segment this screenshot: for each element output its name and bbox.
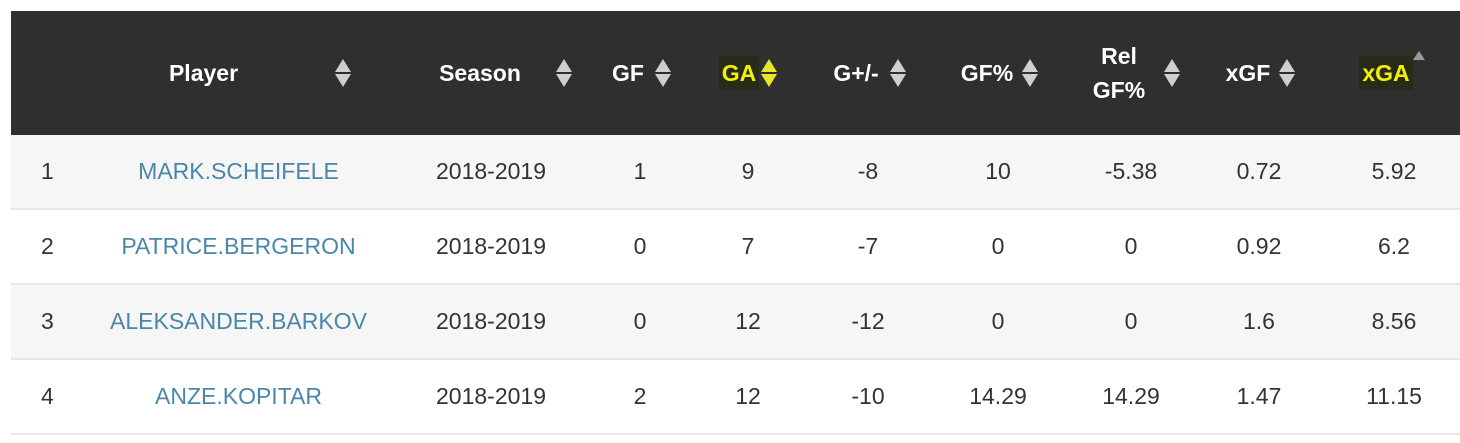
cell-season: 2018-2019 (436, 233, 546, 259)
sort-arrows-icon[interactable] (1279, 57, 1296, 89)
cell-gpm: -8 (857, 158, 879, 184)
player-stats-table: Player Season GF GA G+/- GF% (11, 11, 1460, 435)
cell-ga: 12 (735, 308, 761, 334)
cell-xgf: 0.92 (1236, 233, 1282, 259)
sort-arrows-icon[interactable] (1164, 57, 1180, 89)
header-gf-pct[interactable]: GF% (924, 11, 1072, 135)
sort-arrows-icon[interactable] (555, 57, 572, 89)
cell-ga: 12 (735, 383, 761, 409)
cell-gf: 1 (633, 158, 647, 184)
header-xgf-label: xGF (1225, 60, 1271, 86)
cell-season: 2018-2019 (436, 308, 546, 334)
cell-gpm: -7 (857, 233, 879, 259)
cell-xgf: 1.47 (1236, 383, 1282, 409)
row-index: 1 (41, 158, 54, 184)
player-link[interactable]: MARK.SCHEIFELE (138, 158, 339, 184)
header-player[interactable]: Player (91, 11, 386, 135)
cell-relgf: 0 (1124, 233, 1138, 259)
sort-arrows-icon[interactable] (1022, 57, 1039, 89)
cell-xga: 11.15 (1366, 383, 1422, 409)
player-link[interactable]: PATRICE.BERGERON (121, 233, 356, 259)
header-xga[interactable]: xGA (1328, 11, 1460, 135)
table-header: Player Season GF GA G+/- GF% (11, 11, 1460, 135)
cell-xgf: 1.6 (1243, 308, 1275, 334)
header-season-label: Season (439, 60, 521, 86)
cell-gfpct: 0 (991, 308, 1005, 334)
sort-ascending-icon[interactable] (1412, 51, 1429, 89)
cell-gf: 2 (633, 383, 647, 409)
header-gfpct-label: GF% (960, 60, 1014, 86)
sort-arrows-icon[interactable] (761, 57, 778, 89)
cell-relgf: -5.38 (1104, 158, 1158, 184)
cell-relgf: 0 (1124, 308, 1138, 334)
header-relgf-label: Rel GF% (1092, 43, 1146, 103)
table-row: 4 ANZE.KOPITAR 2018-2019 2 12 -10 14.29 … (11, 360, 1460, 435)
cell-gf: 0 (633, 233, 647, 259)
cell-season: 2018-2019 (436, 383, 546, 409)
header-index (11, 11, 91, 135)
header-gpm-label: G+/- (833, 60, 879, 86)
sort-arrows-icon[interactable] (889, 57, 906, 89)
cell-xga: 6.2 (1378, 233, 1410, 259)
cell-xga: 8.56 (1371, 308, 1417, 334)
cell-gf: 0 (633, 308, 647, 334)
header-gf-label: GF (612, 60, 644, 86)
table-row: 1 MARK.SCHEIFELE 2018-2019 1 9 -8 10 -5.… (11, 135, 1460, 210)
header-xga-label: xGA (1359, 56, 1413, 90)
row-index: 2 (41, 233, 54, 259)
header-goal-differential[interactable]: G+/- (812, 11, 924, 135)
cell-ga: 7 (741, 233, 755, 259)
cell-ga: 9 (741, 158, 755, 184)
row-index: 3 (41, 308, 54, 334)
cell-gfpct: 0 (991, 233, 1005, 259)
cell-xga: 5.92 (1371, 158, 1417, 184)
cell-gpm: -10 (851, 383, 885, 409)
cell-gpm: -12 (851, 308, 885, 334)
table-row: 3 ALEKSANDER.BARKOV 2018-2019 0 12 -12 0… (11, 285, 1460, 360)
header-ga[interactable]: GA (684, 11, 812, 135)
player-link[interactable]: ANZE.KOPITAR (155, 383, 322, 409)
table-row: 2 PATRICE.BERGERON 2018-2019 0 7 -7 0 0 … (11, 210, 1460, 285)
row-index: 4 (41, 383, 54, 409)
player-link[interactable]: ALEKSANDER.BARKOV (110, 308, 367, 334)
header-xgf[interactable]: xGF (1190, 11, 1328, 135)
sort-arrows-icon[interactable] (335, 57, 352, 89)
header-gf[interactable]: GF (596, 11, 684, 135)
header-rel-gf-pct[interactable]: Rel GF% (1072, 11, 1190, 135)
cell-relgf: 14.29 (1102, 383, 1160, 409)
header-player-label: Player (168, 60, 239, 86)
cell-xgf: 0.72 (1236, 158, 1282, 184)
sort-arrows-icon[interactable] (654, 57, 671, 89)
header-season[interactable]: Season (386, 11, 596, 135)
cell-season: 2018-2019 (436, 158, 546, 184)
cell-gfpct: 14.29 (969, 383, 1027, 409)
cell-gfpct: 10 (985, 158, 1011, 184)
header-ga-label: GA (718, 56, 760, 90)
